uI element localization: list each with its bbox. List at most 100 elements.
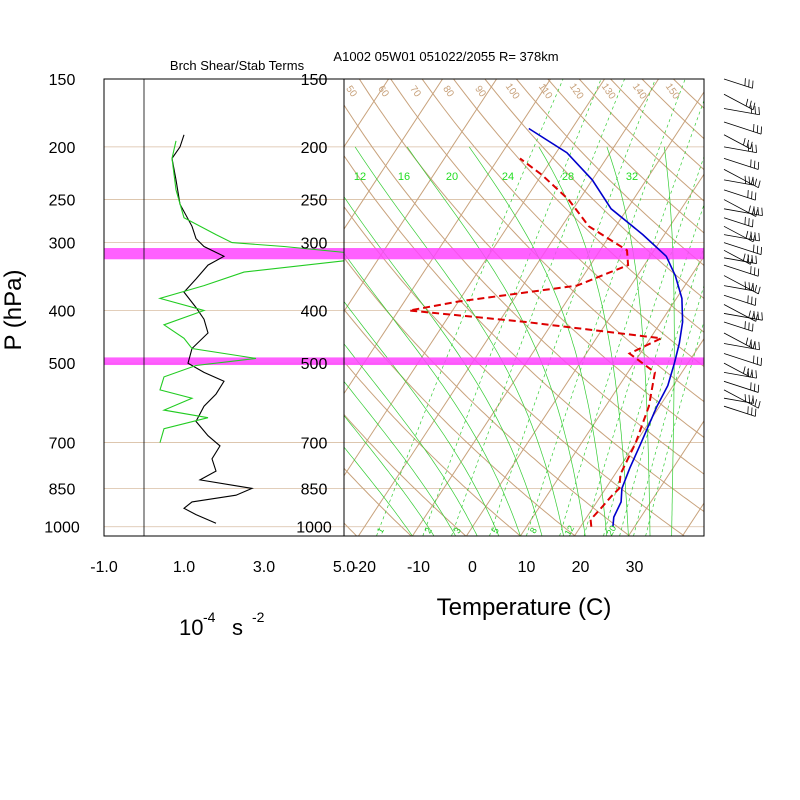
- moist-adiabat-line: [344, 196, 543, 536]
- shear-axis-label-exp: -4: [203, 609, 216, 625]
- wind-barb-feather: [748, 394, 751, 403]
- pressure-tick-label-left: 150: [49, 72, 76, 89]
- mixing-ratio-bottom-label: 8: [528, 526, 539, 535]
- mixing-ratio-line: [526, 79, 686, 536]
- wind-barb-feather: [743, 137, 746, 146]
- pressure-tick-label-middle: 500: [301, 356, 328, 373]
- wind-barb-feather: [748, 282, 751, 291]
- skewt-panel-frame: [343, 78, 705, 537]
- dry-adiabat-label: 120: [567, 82, 586, 102]
- wind-barb-staff: [723, 93, 754, 111]
- wind-barb-feather: [757, 206, 759, 215]
- wind-barb-feather: [761, 312, 763, 321]
- dry-adiabat-line: [344, 467, 412, 536]
- shear-x-tick-labels: -1.0 1.0 3.0 5.0: [90, 559, 355, 576]
- mixing-ratio-line: [559, 99, 704, 536]
- pressure-tick-label-middle: 300: [301, 236, 328, 253]
- y-axis-label: P (hPa): [0, 270, 27, 351]
- dry-adiabat-line: [358, 79, 704, 439]
- pressure-tick-label-middle: 1000: [296, 520, 332, 537]
- shear-axis-label-exp2: -2: [252, 609, 265, 625]
- mixing-ratio-bottom-label: 1: [375, 526, 386, 535]
- wind-barb-feather: [747, 368, 750, 377]
- wind-barb-feather: [755, 255, 757, 264]
- temperature-x-tick-label: -10: [407, 559, 430, 576]
- wind-barb-staff: [723, 242, 762, 256]
- wind-barb-feather: [758, 286, 761, 294]
- wind-barb-staff: [723, 225, 754, 243]
- wind-barb-staff: [723, 121, 762, 135]
- wind-barb-feather: [747, 143, 750, 152]
- wind-barb-feather: [751, 369, 753, 378]
- right-panel-title: A1002 05W01 051022/2055 R= 378km: [333, 49, 558, 64]
- moist-adiabat-line: [354, 146, 564, 536]
- wind-barb-feather: [755, 370, 757, 379]
- pressure-tick-label-left: 200: [49, 140, 76, 157]
- dry-adiabat-line: [344, 104, 704, 475]
- dry-adiabat-label: 60: [375, 84, 391, 100]
- wind-barb-staff: [723, 249, 751, 265]
- wind-barb-feather: [754, 399, 758, 407]
- wind-barb-feather: [754, 341, 756, 350]
- dry-adiabat-label: 110: [536, 82, 554, 102]
- wind-barb-feather: [757, 311, 759, 320]
- mixing-ratio-line: [422, 79, 602, 536]
- wind-barb-staff: [723, 304, 756, 322]
- moist-adiabat-line: [344, 446, 413, 536]
- moist-adiabat-line: [468, 146, 608, 536]
- mixing-ratio-line: [489, 79, 656, 536]
- wind-barb-feather: [748, 205, 751, 213]
- isotherm-line: [34, 79, 334, 536]
- isotherm-line: [412, 91, 704, 536]
- dry-adiabat-line: [344, 360, 521, 536]
- wind-barb-staff: [723, 353, 762, 366]
- shear-stab-black-line: [171, 134, 254, 524]
- wind-barb-feather: [761, 207, 763, 216]
- shear-axis-label-unit: s: [232, 615, 243, 640]
- mixing-ratio-label: 12: [354, 171, 366, 183]
- shear-x-tick-label: 5.0: [333, 559, 355, 576]
- wind-barb-feather: [758, 180, 761, 188]
- wind-barb-staff: [723, 108, 760, 116]
- wind-barb-staff: [723, 134, 751, 150]
- wind-barbs: [723, 78, 763, 417]
- mixing-ratio-label: 16: [398, 171, 410, 183]
- mixing-ratio-line: [633, 284, 704, 536]
- isotherm-line: [790, 79, 800, 536]
- pressure-tick-label-left: 300: [49, 236, 76, 253]
- wind-barb-feather: [751, 144, 753, 152]
- mixing-ratio-bottom-label: 5: [490, 526, 501, 535]
- temperature-x-tick-label: 0: [468, 559, 477, 576]
- wind-barb-feather: [745, 337, 749, 345]
- wind-barb-feather: [758, 401, 761, 409]
- dry-adiabat-line: [453, 79, 704, 333]
- pressure-tick-label-left: 500: [49, 356, 76, 373]
- dry-adiabat-line: [673, 79, 704, 109]
- mixing-ratio-label: 20: [446, 171, 458, 183]
- wind-barb-staff: [723, 380, 759, 393]
- dry-adiabat-line: [641, 79, 704, 140]
- shear-x-tick-label: -1.0: [90, 559, 118, 576]
- pressure-tick-labels: 150 150 200 200 250 250 300 300 400 400 500 500 700 7…: [44, 72, 332, 537]
- dry-adiabat-label: 50: [343, 84, 359, 100]
- dry-adiabat-line: [421, 79, 704, 368]
- shear-axis-label-base: 10: [179, 615, 203, 640]
- dry-adiabat-label: 80: [440, 84, 456, 100]
- wind-barb-feather: [753, 310, 755, 319]
- shear-stab-green-line: [157, 140, 344, 443]
- wind-barb-feather: [754, 106, 756, 115]
- wind-barb-staff: [723, 389, 759, 409]
- dry-adiabat-line: [736, 79, 800, 536]
- moist-adiabat-line: [538, 146, 629, 536]
- wind-barb-feather: [752, 341, 756, 349]
- wind-barb-feather: [750, 105, 752, 114]
- wind-barb-staff: [723, 285, 754, 292]
- wind-barb-feather: [755, 144, 757, 153]
- isotherm-line: [628, 420, 704, 536]
- wind-barb-staff: [723, 372, 757, 379]
- temperature-line: [528, 127, 684, 527]
- dry-adiabat-line: [344, 413, 467, 536]
- pressure-tick-label-left: 1000: [44, 520, 80, 537]
